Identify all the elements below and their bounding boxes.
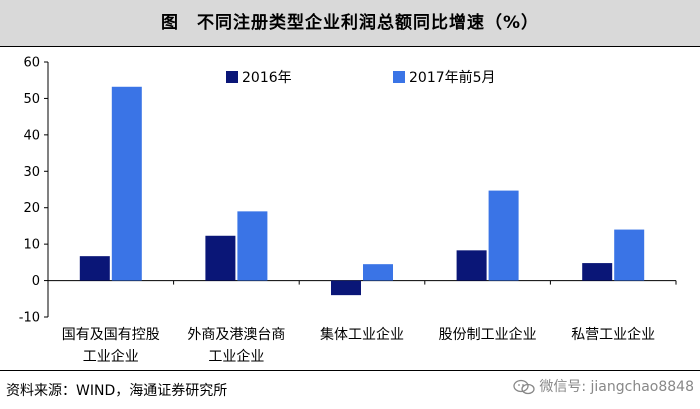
bar xyxy=(363,264,393,281)
y-tick-label: 0 xyxy=(32,274,40,289)
y-tick-label: 20 xyxy=(23,201,40,216)
y-tick-label: 60 xyxy=(23,56,40,71)
legend-label: 2016年 xyxy=(242,70,292,86)
x-category-label: 私营工业企业 xyxy=(571,326,655,343)
x-category-label: 股份制工业企业 xyxy=(439,326,537,343)
x-category-label: 外商及港澳台商 xyxy=(187,327,285,343)
legend-label: 2017年前5月 xyxy=(409,69,496,86)
y-tick-label: 50 xyxy=(23,92,40,107)
watermark-text: 微信号: jiangchao8848 xyxy=(539,379,694,395)
watermark: 微信号: jiangchao8848 xyxy=(513,372,694,402)
legend-swatch xyxy=(393,71,405,83)
chart-figure-title: 图 不同注册类型企业利润总额同比增速（%） xyxy=(160,13,540,33)
bar xyxy=(79,256,110,281)
y-tick-label: -10 xyxy=(19,311,40,326)
bar xyxy=(237,211,268,281)
y-tick-label: 40 xyxy=(23,128,40,143)
bar xyxy=(582,263,613,281)
x-category-label: 工业企业 xyxy=(208,348,264,365)
bar xyxy=(488,190,519,281)
x-category-label: 工业企业 xyxy=(83,348,139,365)
footer-rule xyxy=(0,370,700,371)
bar xyxy=(614,229,645,281)
y-tick-label: 30 xyxy=(23,165,40,180)
x-category-label: 国有及国有控股 xyxy=(62,327,160,343)
y-tick-label: 10 xyxy=(23,238,40,253)
title-bar xyxy=(0,0,700,46)
bar xyxy=(111,86,142,281)
bar xyxy=(456,250,487,281)
x-category-label: 集体工业企业 xyxy=(320,326,404,343)
wechat-icon xyxy=(513,379,536,395)
bar xyxy=(331,280,361,296)
legend-swatch xyxy=(226,71,238,83)
title-rule xyxy=(0,46,700,47)
source-note: 资料来源：WIND，海通证券研究所 xyxy=(6,383,228,399)
bar xyxy=(205,235,236,281)
